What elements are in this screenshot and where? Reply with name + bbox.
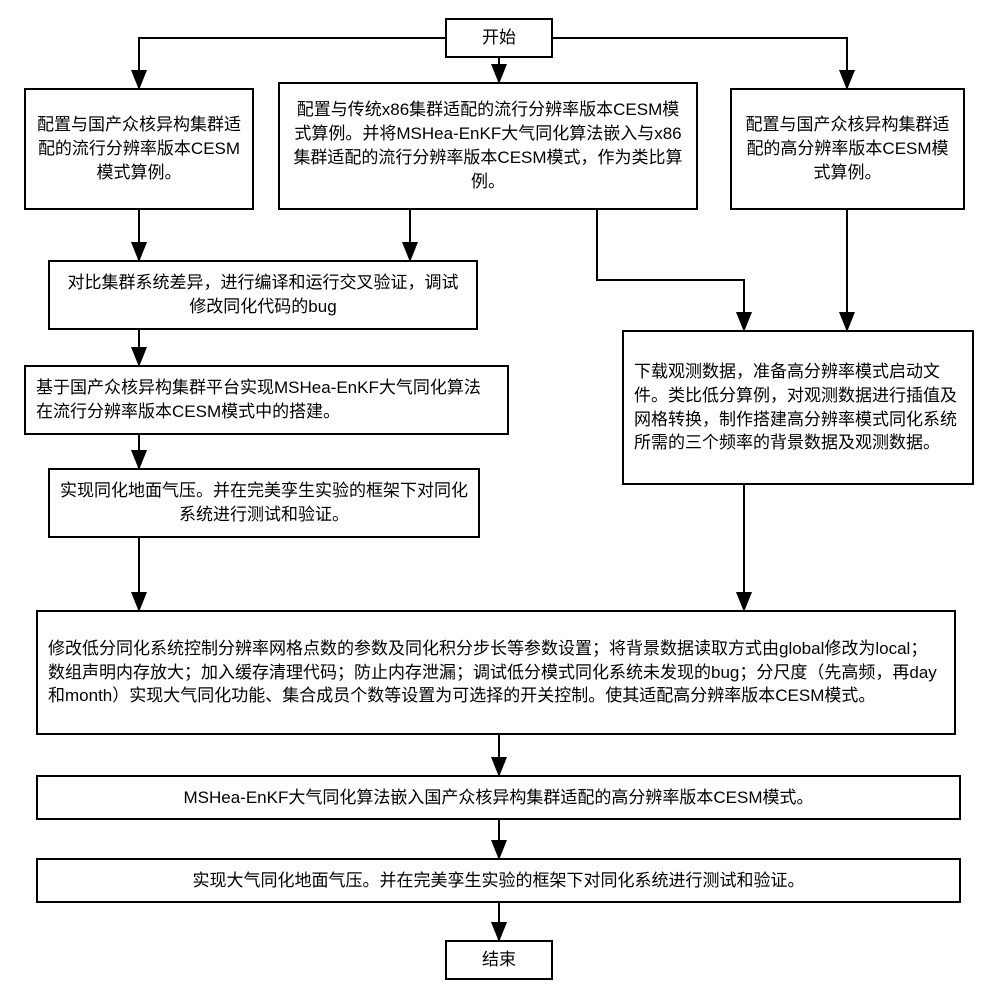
node-modify-params: 修改低分同化系统控制分辨率网格点数的参数及同化积分步长等参数设置；将背景数据读取… [36, 610, 956, 735]
node-embed-highres: MSHea-EnKF大气同化算法嵌入国产众核异构集群适配的高分辨率版本CESM模… [36, 775, 961, 820]
start-node: 开始 [445, 18, 553, 58]
node-config-domestic-popular: 配置与国产众核异构集群适配的流行分辨率版本CESM模式算例。 [24, 88, 254, 210]
node-assimilate-surface-pressure: 实现同化地面气压。并在完美孪生实验的框架下对同化系统进行测试和验证。 [48, 468, 480, 538]
node-final-test: 实现大气同化地面气压。并在完美孪生实验的框架下对同化系统进行测试和验证。 [36, 858, 961, 903]
end-node: 结束 [445, 940, 553, 980]
node-config-x86: 配置与传统x86集群适配的流行分辨率版本CESM模式算例。并将MSHea-EnK… [278, 82, 698, 210]
node-build-mshea-enkf: 基于国产众核异构集群平台实现MSHea-EnKF大气同化算法在流行分辨率版本CE… [24, 365, 509, 435]
node-download-obs-data: 下载观测数据，准备高分辨率模式启动文件。类比低分算例，对观测数据进行插值及网格转… [622, 330, 974, 485]
node-config-domestic-highres: 配置与国产众核异构集群适配的高分辨率版本CESM模式算例。 [730, 88, 965, 210]
node-compare-debug: 对比集群系统差异，进行编译和运行交叉验证，调试修改同化代码的bug [48, 260, 478, 330]
